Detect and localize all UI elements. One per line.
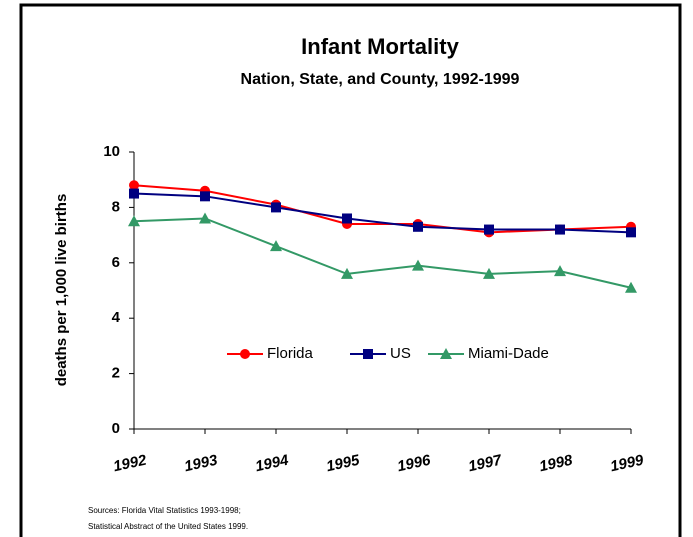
data-point bbox=[484, 224, 494, 235]
source: Sources: Florida Vital Statistics 1993-1… bbox=[88, 506, 241, 515]
chart-title: Infant Mortality bbox=[301, 34, 459, 59]
y-tick-label: 6 bbox=[112, 254, 120, 271]
x-tick-label: 1997 bbox=[467, 452, 504, 476]
data-point bbox=[129, 188, 139, 199]
y-tick-label: 8 bbox=[112, 198, 120, 215]
data-point bbox=[341, 267, 353, 279]
x-tick-label: 1996 bbox=[396, 452, 433, 476]
chart-subtitle: Nation, State, and County, 1992-1999 bbox=[241, 71, 520, 88]
x-tick-label: 1993 bbox=[183, 452, 220, 476]
source: Statistical Abstract of the United State… bbox=[88, 522, 248, 531]
legend-marker bbox=[440, 348, 452, 359]
y-tick-label: 4 bbox=[112, 309, 121, 326]
data-point bbox=[271, 202, 281, 213]
y-tick-label: 10 bbox=[103, 143, 120, 160]
frame bbox=[19, 3, 682, 537]
legend-label: Miami-Dade bbox=[468, 345, 549, 362]
series-line bbox=[133, 192, 632, 234]
y-tick-label: 0 bbox=[112, 420, 120, 437]
y-axis-label: deaths per 1,000 live births bbox=[53, 194, 70, 387]
legend-label: US bbox=[390, 345, 411, 362]
data-point bbox=[129, 180, 139, 191]
data-point bbox=[413, 221, 423, 232]
x-tick-label: 1998 bbox=[538, 452, 575, 476]
x-tick-label: 1992 bbox=[112, 452, 149, 476]
y-tick-label: 2 bbox=[112, 365, 120, 382]
data-point bbox=[128, 215, 140, 227]
data-point bbox=[200, 191, 210, 202]
x-tick-label: 1994 bbox=[254, 452, 291, 476]
data-point bbox=[483, 267, 495, 279]
data-point bbox=[270, 240, 282, 252]
data-point bbox=[199, 212, 211, 224]
series-line bbox=[133, 217, 632, 289]
x-tick-label: 1999 bbox=[609, 452, 646, 476]
legend-marker bbox=[363, 349, 373, 359]
data-point bbox=[554, 265, 566, 277]
legend-label: Florida bbox=[267, 345, 314, 362]
x-tick-label: 1995 bbox=[325, 452, 362, 476]
data-point bbox=[412, 259, 424, 271]
data-point bbox=[626, 227, 636, 238]
legend-marker bbox=[240, 349, 250, 359]
data-point bbox=[625, 281, 637, 293]
data-point bbox=[342, 213, 352, 224]
data-point bbox=[555, 224, 565, 235]
